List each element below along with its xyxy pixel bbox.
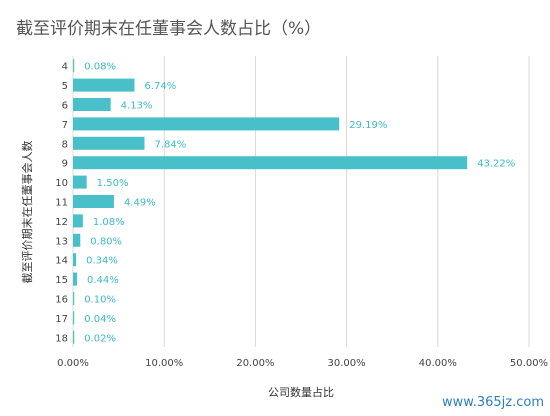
y-tick-label: 15 bbox=[55, 275, 68, 286]
y-tick-label: 6 bbox=[62, 101, 68, 112]
y-tick-label: 11 bbox=[55, 198, 68, 209]
x-axis-label: 公司数量占比 bbox=[268, 386, 334, 399]
y-tick-label: 4 bbox=[62, 62, 68, 73]
bar bbox=[73, 292, 75, 305]
bar bbox=[73, 59, 75, 73]
bar bbox=[73, 78, 135, 92]
data-label: 0.02% bbox=[84, 333, 116, 344]
data-label: 1.50% bbox=[97, 178, 129, 189]
bar bbox=[73, 136, 145, 150]
data-label: 0.08% bbox=[84, 62, 116, 73]
x-tick-label: 0.00% bbox=[57, 358, 89, 369]
bar bbox=[73, 156, 468, 170]
y-tick-label: 12 bbox=[55, 217, 68, 228]
y-tick-label: 8 bbox=[62, 139, 68, 150]
data-label: 0.34% bbox=[86, 256, 118, 267]
y-tick-label: 9 bbox=[62, 159, 68, 170]
data-label: 1.08% bbox=[93, 217, 125, 228]
data-label: 0.80% bbox=[90, 236, 122, 247]
y-tick-label: 18 bbox=[55, 333, 68, 344]
data-label: 6.74% bbox=[144, 81, 176, 92]
bar bbox=[73, 117, 340, 131]
data-label: 4.13% bbox=[121, 101, 153, 112]
data-label: 7.84% bbox=[155, 139, 187, 150]
bar bbox=[73, 311, 75, 325]
bar bbox=[73, 272, 78, 286]
y-tick-label: 7 bbox=[62, 120, 68, 131]
y-tick-label: 17 bbox=[55, 314, 68, 325]
bar bbox=[73, 330, 75, 344]
y-tick-label: 16 bbox=[55, 295, 68, 306]
chart-title: 截至评价期末在任董事会人数占比（%） bbox=[16, 19, 322, 39]
data-label: 29.19% bbox=[349, 120, 387, 131]
data-label: 0.04% bbox=[84, 314, 116, 325]
bar bbox=[73, 233, 81, 247]
x-tick-label: 50.00% bbox=[510, 358, 548, 369]
y-tick-label: 14 bbox=[55, 256, 68, 267]
data-label: 0.44% bbox=[87, 275, 119, 286]
data-label: 0.10% bbox=[84, 295, 116, 306]
bar bbox=[73, 253, 77, 267]
x-tick-label: 30.00% bbox=[328, 358, 366, 369]
bar bbox=[73, 214, 83, 228]
y-tick-label: 5 bbox=[62, 81, 68, 92]
bar bbox=[73, 195, 114, 208]
x-tick-label: 10.00% bbox=[145, 358, 183, 369]
x-tick-label: 20.00% bbox=[236, 358, 274, 369]
y-tick-label: 13 bbox=[55, 236, 68, 247]
data-label: 43.22% bbox=[477, 159, 515, 170]
bar bbox=[73, 175, 87, 189]
y-tick-label: 10 bbox=[55, 178, 68, 189]
watermark: www.365jz.com bbox=[442, 395, 544, 410]
x-tick-label: 40.00% bbox=[419, 358, 457, 369]
bar bbox=[73, 98, 111, 111]
data-label: 4.49% bbox=[124, 198, 156, 209]
